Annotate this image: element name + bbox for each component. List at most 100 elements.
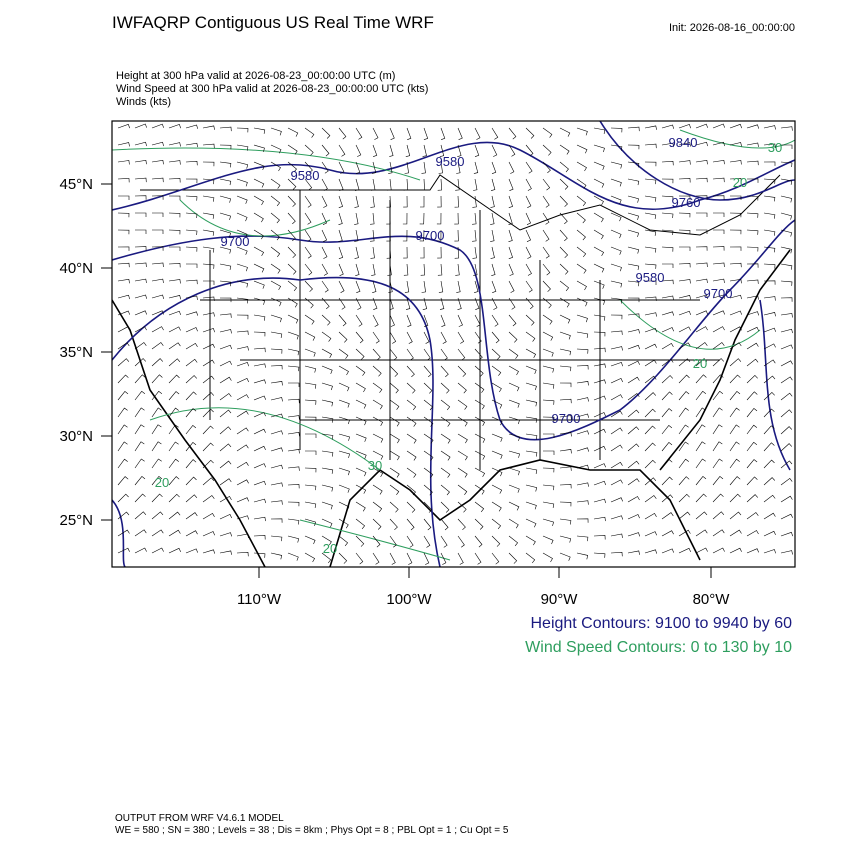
wind-barb — [202, 392, 215, 401]
wind-barb — [780, 513, 793, 520]
wind-barb — [219, 263, 232, 271]
wind-barb — [610, 410, 623, 418]
wind-barb — [185, 279, 198, 285]
wind-barb — [610, 314, 623, 320]
wind-barb — [746, 548, 759, 554]
wind-barb — [525, 263, 532, 276]
wind-barb — [576, 447, 589, 452]
wind-barb — [440, 399, 451, 411]
wind-barb — [151, 141, 164, 147]
wind-barb — [287, 297, 298, 308]
wind-barb — [355, 399, 367, 409]
wind-barb — [134, 278, 147, 284]
wind-barb — [151, 390, 163, 401]
wind-barb — [389, 127, 395, 140]
wind-barb — [627, 478, 640, 486]
wind-barb — [543, 450, 555, 455]
wind-barb — [473, 178, 478, 191]
wind-barb — [610, 362, 623, 367]
wind-barb — [386, 195, 391, 208]
wind-barb — [202, 531, 215, 537]
wind-barb — [695, 475, 707, 486]
wind-barb — [168, 476, 180, 486]
wind-barb — [610, 246, 622, 255]
wind-barb — [576, 314, 588, 323]
wind-barb — [593, 395, 606, 401]
wind-barb — [304, 229, 312, 242]
wind-barb — [491, 467, 503, 477]
wind-barb — [185, 441, 197, 452]
wind-barb — [134, 511, 147, 520]
wind-barb — [134, 262, 147, 268]
wind-barb — [542, 212, 550, 225]
wind-barb — [678, 310, 691, 316]
wind-barb — [372, 399, 383, 410]
wind-contour — [299, 519, 451, 561]
wind-barb — [236, 362, 249, 367]
wind-barb — [253, 395, 266, 401]
wind-barb — [576, 365, 589, 370]
wind-barb — [253, 212, 264, 223]
wind-barb — [576, 212, 586, 224]
wind-barb — [695, 195, 708, 200]
wind-barb — [474, 382, 485, 393]
wind-barb — [219, 313, 232, 318]
wind-barb — [168, 424, 179, 435]
wind-barb — [287, 195, 296, 207]
wind-barb — [236, 394, 249, 401]
wind-barb — [355, 416, 367, 426]
wind-barb — [304, 280, 313, 292]
wind-barb — [508, 467, 520, 476]
wind-barb — [491, 450, 503, 460]
wind-barb — [202, 296, 215, 301]
wind-barb — [763, 442, 775, 452]
wind-barb — [559, 348, 572, 356]
wind-barb — [321, 467, 334, 474]
wind-contour — [112, 147, 421, 181]
wind-barb — [780, 495, 793, 503]
wind-barb — [729, 511, 742, 520]
wind-barb — [219, 329, 232, 334]
wind-barb — [491, 280, 497, 293]
wind-barb — [627, 329, 640, 334]
wind-barb — [440, 433, 451, 444]
wind-barb — [117, 390, 129, 401]
wind-barb — [338, 450, 350, 458]
wind-barb — [763, 263, 776, 269]
wind-barb — [117, 424, 128, 435]
wind-barb — [661, 212, 674, 219]
wind-barb — [219, 409, 232, 418]
wind-barb — [695, 424, 706, 435]
wind-barb — [304, 144, 314, 156]
wind-barb — [304, 246, 312, 259]
wind-barb — [559, 398, 572, 404]
wind-barb — [559, 280, 570, 292]
wind-barb — [542, 178, 551, 191]
wind-barb — [780, 477, 793, 486]
wind-barb — [185, 512, 198, 520]
wind-barb — [746, 374, 758, 384]
wind-barb — [472, 212, 477, 225]
wind-barb — [423, 348, 431, 361]
wind-barb — [287, 348, 300, 356]
wind-barb — [610, 263, 622, 272]
wind-barb — [219, 195, 231, 203]
wind-barb — [763, 195, 776, 202]
wind-barb — [421, 161, 426, 174]
wind-barb — [457, 365, 467, 377]
wind-barb — [338, 433, 350, 441]
wind-barb — [202, 408, 214, 418]
wind-barb — [321, 552, 332, 564]
wind-barb — [406, 467, 417, 478]
wind-barb — [270, 212, 280, 224]
wind-barb — [423, 314, 429, 327]
wind-contour-label: 20 — [323, 541, 337, 556]
wind-barb — [508, 484, 520, 493]
wind-barb — [403, 195, 408, 208]
wind-barb — [491, 399, 503, 409]
wind-barb — [780, 161, 793, 168]
wind-barb — [253, 263, 265, 273]
wind-barb — [270, 280, 282, 291]
wind-barb — [542, 127, 553, 138]
